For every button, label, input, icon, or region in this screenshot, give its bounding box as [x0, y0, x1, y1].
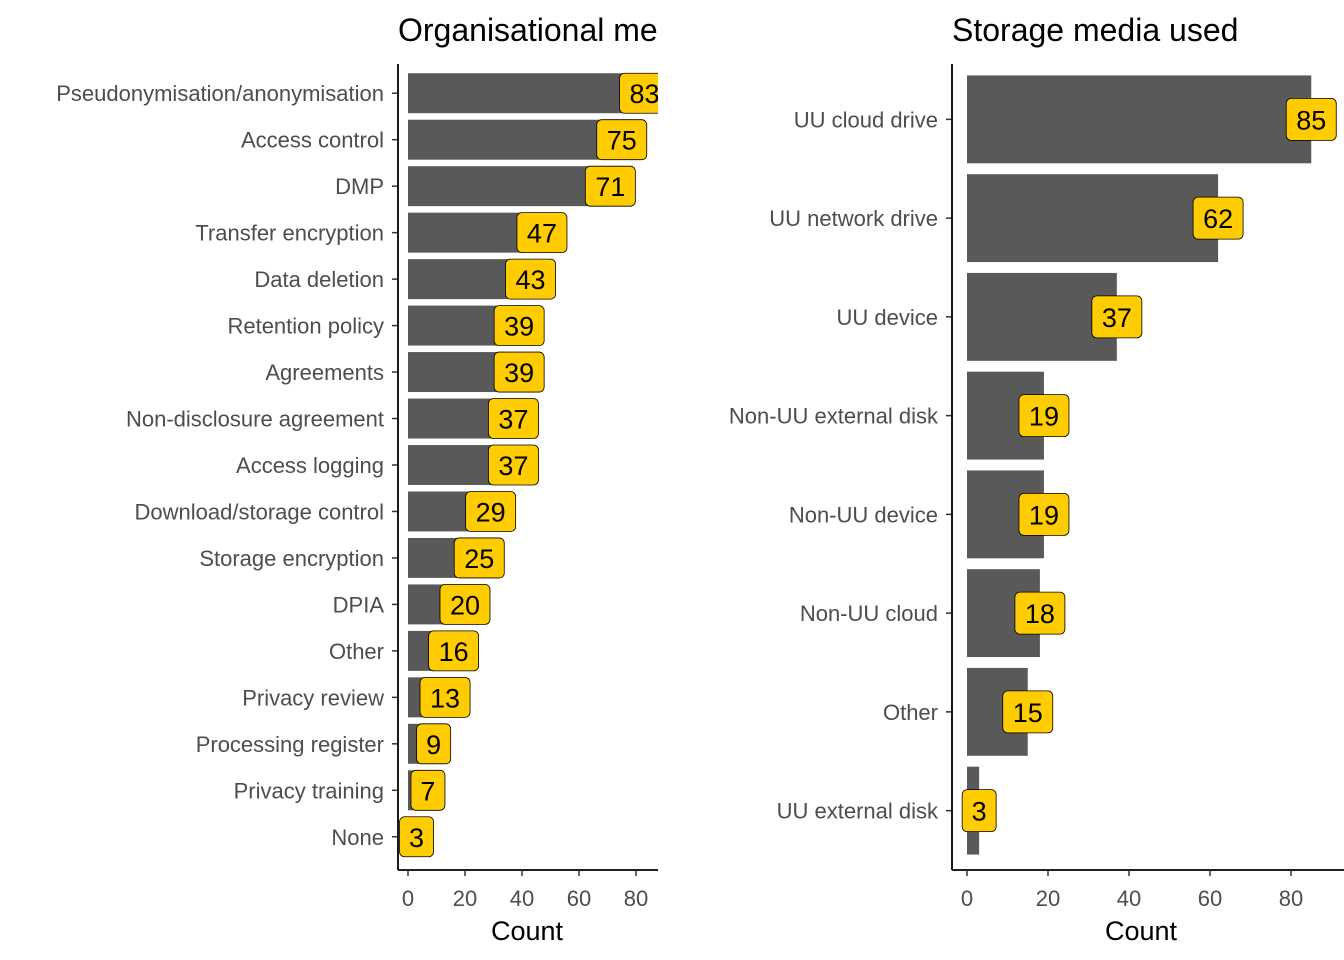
storage-value-badge-uu-cloud-drive — [1285, 97, 1337, 141]
org-category-label-dpia: DPIA — [333, 592, 385, 617]
org-x-tick-label-80: 80 — [624, 886, 648, 911]
org-bar-access-control — [408, 119, 622, 160]
org-category-label-none: None — [331, 825, 384, 850]
org-value-label-processing-register: 9 — [426, 730, 441, 760]
storage-category-label-uu-network-drive: UU network drive — [769, 206, 938, 231]
org-value-label-retention-policy: 39 — [504, 312, 534, 342]
storage-category-label-uu-device: UU device — [837, 305, 938, 330]
org-category-label-dmp: DMP — [335, 174, 384, 199]
storage-value-badge-uu-device — [1091, 295, 1143, 339]
org-value-label-dpia: 20 — [450, 590, 480, 620]
storage-category-label-other: Other — [883, 700, 938, 725]
storage-bar-uu-cloud-drive — [967, 75, 1312, 164]
storage-category-label-non-uu-device: Non-UU device — [789, 502, 938, 527]
storage-value-label-non-uu-device: 19 — [1029, 500, 1059, 530]
org-x-tick-label-0: 0 — [402, 886, 414, 911]
org-bar-pseudonymisation-anonymisation — [408, 73, 645, 114]
storage-bar-uu-network-drive — [967, 174, 1219, 263]
org-category-label-privacy-review: Privacy review — [242, 685, 384, 710]
storage-x-tick-label-40: 40 — [1117, 886, 1141, 911]
org-value-badge-privacy-review — [419, 676, 471, 718]
org-value-label-non-disclosure-agreement: 37 — [498, 405, 528, 435]
org-value-label-access-logging: 37 — [498, 451, 528, 481]
org-value-badge-agreements — [493, 351, 545, 393]
org-category-label-retention-policy: Retention policy — [227, 314, 384, 339]
org-value-label-download-storage-control: 29 — [476, 497, 506, 527]
org-value-label-agreements: 39 — [504, 358, 534, 388]
storage-value-badge-uu-network-drive — [1192, 196, 1244, 240]
org-value-label-transfer-encryption: 47 — [527, 219, 557, 249]
org-value-label-storage-encryption: 25 — [464, 544, 494, 574]
storage-value-badge-other — [1002, 690, 1054, 734]
storage-category-label-non-uu-cloud: Non-UU cloud — [800, 601, 938, 626]
org-category-label-non-disclosure-agreement: Non-disclosure agreement — [126, 407, 384, 432]
org-value-badge-dmp — [584, 165, 636, 207]
storage-x-axis-title: Count — [1105, 916, 1178, 946]
org-value-badge-data-deletion — [505, 258, 556, 300]
storage-value-label-uu-cloud-drive: 85 — [1296, 105, 1326, 135]
org-value-badge-access-control — [596, 119, 648, 161]
org-value-label-data-deletion: 43 — [516, 265, 546, 295]
storage-value-label-uu-external-disk: 3 — [972, 797, 987, 827]
org-value-badge-pseudonymisation-anonymisation — [619, 72, 658, 114]
storage-x-tick-label-80: 80 — [1279, 886, 1303, 911]
storage-category-label-non-uu-external-disk: Non-UU external disk — [729, 404, 939, 429]
org-value-label-none: 3 — [409, 823, 424, 853]
storage-x-tick-label-60: 60 — [1198, 886, 1222, 911]
org-category-label-pseudonymisation-anonymisation: Pseudonymisation/anonymisation — [56, 81, 384, 106]
storage-value-label-other: 15 — [1013, 698, 1043, 728]
storage-value-badge-non-uu-cloud — [1014, 591, 1066, 635]
org-value-label-privacy-training: 7 — [420, 776, 435, 806]
storage-value-badge-uu-external-disk — [961, 789, 997, 833]
storage-category-label-uu-cloud-drive: UU cloud drive — [794, 107, 938, 132]
storage-chart-title: Storage media used — [952, 12, 1238, 48]
org-category-label-agreements: Agreements — [265, 360, 384, 385]
org-value-badge-storage-encryption — [453, 537, 505, 579]
storage-value-badge-non-uu-device — [1018, 492, 1070, 536]
storage-value-label-non-uu-cloud: 18 — [1025, 599, 1055, 629]
org-value-badge-non-disclosure-agreement — [488, 398, 539, 439]
org-value-label-other: 16 — [439, 637, 469, 667]
org-value-label-privacy-review: 13 — [430, 683, 460, 713]
org-x-axis-title: Count — [491, 916, 564, 946]
org-x-tick-label-20: 20 — [453, 886, 477, 911]
org-x-tick-label-60: 60 — [567, 886, 591, 911]
storage-x-tick-label-0: 0 — [961, 886, 973, 911]
org-category-label-transfer-encryption: Transfer encryption — [195, 221, 384, 246]
org-value-label-pseudonymisation-anonymisation: 83 — [630, 79, 660, 109]
org-value-badge-download-storage-control — [465, 491, 517, 532]
org-value-badge-other — [428, 630, 480, 672]
org-category-label-access-control: Access control — [241, 128, 384, 153]
org-x-tick-label-40: 40 — [510, 886, 534, 911]
org-value-badge-retention-policy — [493, 305, 545, 346]
org-category-label-data-deletion: Data deletion — [254, 267, 384, 292]
org-chart-title: Organisational me — [398, 12, 658, 48]
storage-media-chart: Storage media used UU cloud drive 85 UU net… — [729, 12, 1344, 946]
storage-x-tick-label-20: 20 — [1036, 886, 1060, 911]
org-category-label-storage-encryption: Storage encryption — [199, 546, 384, 571]
organisational-measures-chart: Organisational me Pseudonymisation/anonym… — [56, 12, 660, 946]
org-value-label-access-control: 75 — [607, 126, 637, 156]
org-bar-dmp — [408, 166, 611, 207]
org-value-label-dmp: 71 — [595, 172, 625, 202]
org-value-badge-transfer-encryption — [516, 212, 568, 254]
org-value-badge-access-logging — [488, 444, 539, 486]
org-category-label-processing-register: Processing register — [196, 732, 384, 757]
org-value-badge-none — [399, 816, 434, 858]
org-category-label-download-storage-control: Download/storage control — [135, 499, 384, 524]
storage-value-label-uu-device: 37 — [1102, 303, 1132, 333]
storage-value-badge-non-uu-external-disk — [1018, 394, 1070, 438]
org-value-badge-dpia — [439, 584, 491, 625]
storage-category-label-uu-external-disk: UU external disk — [777, 799, 939, 824]
org-category-label-other: Other — [329, 639, 384, 664]
org-value-badge-processing-register — [416, 723, 452, 765]
org-category-label-access-logging: Access logging — [236, 453, 384, 478]
org-value-badge-privacy-training — [410, 769, 446, 811]
storage-value-label-uu-network-drive: 62 — [1203, 204, 1233, 234]
storage-value-label-non-uu-external-disk: 19 — [1029, 402, 1059, 432]
org-category-label-privacy-training: Privacy training — [234, 778, 384, 803]
